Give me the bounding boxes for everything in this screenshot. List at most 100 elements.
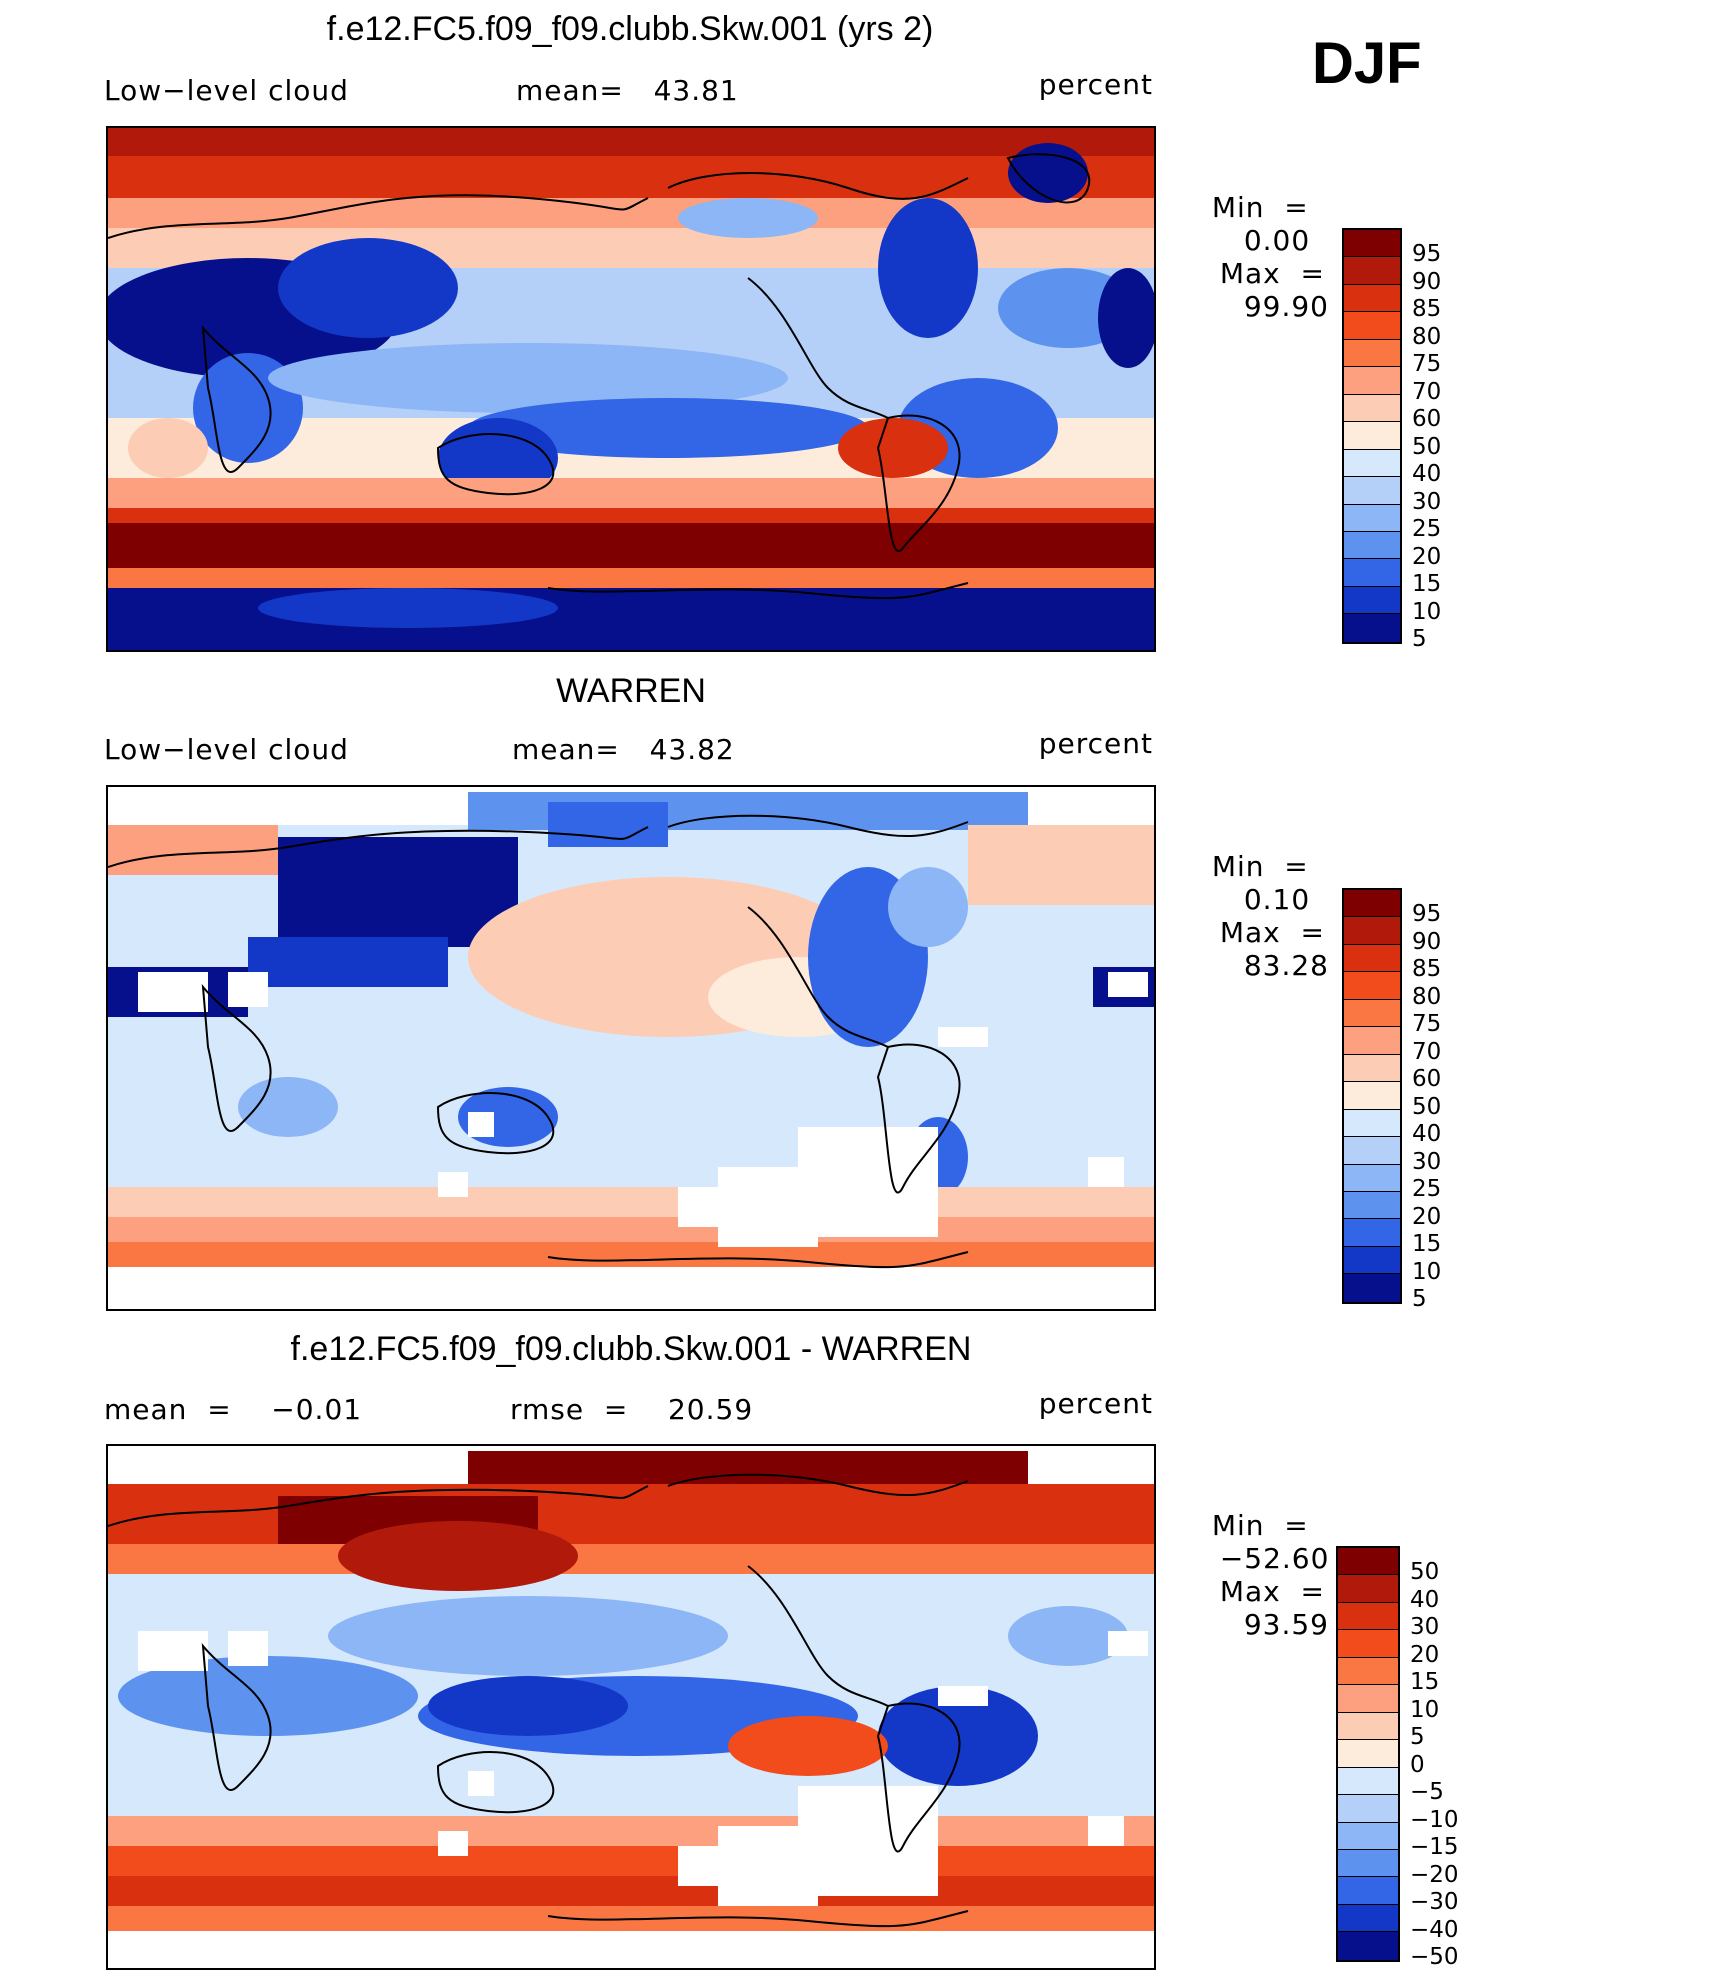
colorbar-segment: [1344, 1274, 1400, 1302]
panel2-min-label: Min =: [1211, 850, 1309, 883]
colorbar-tick-label: 70: [1412, 378, 1442, 405]
colorbar-tick-label: 30: [1412, 488, 1442, 515]
colorbar-segment: [1344, 422, 1400, 450]
panel1-variable-label: Low−level cloud: [104, 74, 349, 107]
panel3-min-label: Min =: [1211, 1509, 1309, 1542]
colorbar-segment: [1338, 1657, 1398, 1686]
colorbar-tick-label: 30: [1410, 1614, 1440, 1641]
panel1-title: f.e12.FC5.f09_f09.clubb.Skw.001 (yrs 2): [326, 10, 934, 48]
colorbar-segment: [1338, 1712, 1398, 1741]
colorbar-segment: [1344, 1164, 1400, 1192]
panel2-map: [106, 785, 1156, 1311]
panel2-map-svg: [108, 787, 1154, 1309]
panel1-min-value: 0.00: [1243, 224, 1311, 257]
colorbar-segment: [1344, 890, 1400, 918]
panel3-map: [106, 1444, 1156, 1970]
panel3-max-value: 93.59: [1243, 1608, 1329, 1641]
colorbar-segment: [1344, 531, 1400, 560]
colorbar-tick-label: 95: [1412, 241, 1442, 268]
colorbar-segment: [1344, 1027, 1400, 1055]
colorbar-segment: [1344, 1082, 1400, 1110]
colorbar-tick-label: −15: [1410, 1834, 1459, 1861]
colorbar-tick-label: 10: [1410, 1696, 1440, 1723]
colorbar-segment: [1338, 1630, 1398, 1658]
colorbar-tick-label: 90: [1412, 268, 1442, 295]
panel3-map-svg: [108, 1446, 1154, 1968]
colorbar-tick-label: 5: [1410, 1724, 1425, 1751]
colorbar-tick-label: −20: [1410, 1861, 1459, 1888]
panel1-map-svg: [108, 128, 1154, 650]
colorbar-tick-label: 15: [1412, 1231, 1442, 1258]
panel3-mean-label: mean = −0.01: [104, 1393, 363, 1426]
colorbar-tick-label: 5: [1412, 1286, 1427, 1312]
colorbar-tick-label: 20: [1412, 543, 1442, 570]
panel1-min-label: Min =: [1211, 191, 1309, 224]
colorbar-tick-label: 10: [1412, 598, 1442, 625]
colorbar-segment: [1344, 477, 1400, 505]
panel1-mean-label: mean= 43.81: [516, 74, 739, 107]
colorbar-tick-label: 25: [1412, 516, 1442, 543]
panel2-mean-label: mean= 43.82: [512, 733, 735, 766]
colorbar-tick-label: 20: [1412, 1203, 1442, 1230]
colorbar-tick-label: −10: [1410, 1806, 1459, 1833]
colorbar-segment: [1338, 1904, 1398, 1933]
colorbar-segment: [1344, 614, 1400, 642]
colorbar-segment: [1338, 1685, 1398, 1713]
colorbar-tick-label: 85: [1412, 956, 1442, 983]
panel1-units-label: percent: [1038, 68, 1153, 101]
colorbar-tick-label: 90: [1412, 928, 1442, 955]
colorbar-segment: [1338, 1740, 1398, 1768]
colorbar-segment: [1338, 1795, 1398, 1823]
colorbar-segment: [1344, 339, 1400, 368]
colorbar-tick-label: 40: [1410, 1586, 1440, 1613]
colorbar-segment: [1344, 449, 1400, 478]
colorbar-tick-label: 50: [1410, 1559, 1440, 1586]
panel2-max-value: 83.28: [1243, 949, 1329, 982]
colorbar-tick-label: 70: [1412, 1038, 1442, 1065]
colorbar-segment: [1338, 1822, 1398, 1850]
panel2-title: WARREN: [556, 672, 706, 710]
panel2-units-label: percent: [1038, 727, 1153, 760]
colorbar-segment: [1344, 504, 1400, 532]
colorbar-tick-label: 20: [1410, 1641, 1440, 1668]
season-label: DJF: [1312, 31, 1422, 96]
colorbar-segment: [1344, 917, 1400, 945]
colorbar-segment: [1344, 559, 1400, 587]
colorbar-segment: [1338, 1932, 1398, 1960]
colorbar-tick-label: 75: [1412, 1011, 1442, 1038]
panel3-max-label: Max =: [1219, 1575, 1325, 1608]
panel1-min-max: Min = 0.00 Max = 99.90: [1192, 158, 1329, 323]
colorbar-tick-label: 85: [1412, 296, 1442, 323]
panel2-variable-label: Low−level cloud: [104, 733, 349, 766]
colorbar-segment: [1338, 1602, 1398, 1631]
colorbar-segment: [1344, 257, 1400, 285]
colorbar-tick-label: 60: [1412, 1066, 1442, 1093]
panel1-map: [106, 126, 1156, 652]
colorbar-segment: [1338, 1849, 1398, 1878]
colorbar-segment: [1344, 230, 1400, 258]
colorbar-tick-label: 15: [1412, 571, 1442, 598]
colorbar-tick-label: 50: [1412, 433, 1442, 460]
panel3-rmse-label: rmse = 20.59: [510, 1393, 754, 1426]
colorbar-segment: [1344, 1054, 1400, 1083]
colorbar-tick-label: 25: [1412, 1176, 1442, 1203]
colorbar-segment: [1344, 312, 1400, 340]
colorbar-segment: [1344, 586, 1400, 615]
colorbar-tick-label: 0: [1410, 1751, 1425, 1778]
colorbar-segment: [1344, 394, 1400, 423]
colorbar-tick-label: −40: [1410, 1916, 1459, 1943]
panel3-colorbar: [1336, 1546, 1400, 1962]
colorbar-tick-label: 40: [1412, 1121, 1442, 1148]
colorbar-segment: [1344, 1191, 1400, 1220]
panel3-min-value: −52.60: [1219, 1542, 1330, 1575]
panel2-min-max: Min = 0.10 Max = 83.28: [1192, 817, 1329, 982]
panel2-max-label: Max =: [1219, 916, 1325, 949]
colorbar-segment: [1344, 972, 1400, 1000]
panel3-units-label: percent: [1038, 1387, 1153, 1420]
colorbar-tick-label: 15: [1410, 1669, 1440, 1696]
colorbar-segment: [1338, 1767, 1398, 1796]
colorbar-tick-label: −30: [1410, 1889, 1459, 1916]
colorbar-tick-label: 40: [1412, 461, 1442, 488]
colorbar-segment: [1338, 1575, 1398, 1603]
colorbar-tick-label: 5: [1412, 626, 1427, 652]
